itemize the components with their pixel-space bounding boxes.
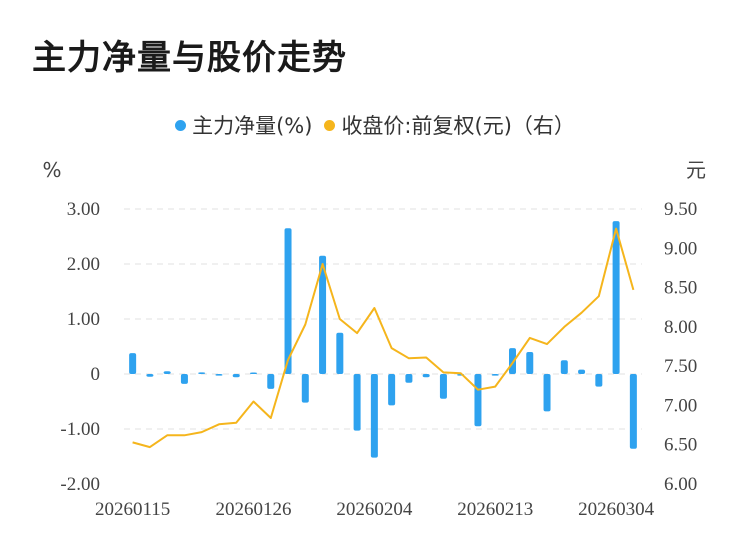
net-volume-bar (129, 353, 137, 374)
left-axis-ticks: 3.00 2.00 1.00 0 -1.00 -2.00 (60, 199, 100, 495)
right-tick-label: 7.00 (664, 395, 697, 416)
net-volume-bar (560, 360, 568, 374)
net-volume-bar (439, 374, 447, 399)
net-volume-bar (146, 374, 154, 377)
left-tick-label: 0 (91, 364, 101, 385)
net-volume-bar (267, 374, 275, 389)
net-volume-bar (232, 374, 240, 378)
left-tick-label: 2.00 (67, 254, 100, 275)
net-volume-bar (595, 374, 603, 387)
close-price-line (132, 227, 635, 449)
x-tick-label: 20260304 (578, 499, 655, 520)
net-volume-bar (370, 374, 378, 458)
net-volume-bar (163, 371, 171, 374)
left-tick-label: 1.00 (67, 309, 100, 330)
net-volume-bar (491, 374, 499, 376)
net-volume-bar (388, 374, 396, 406)
gridlines (124, 208, 642, 430)
legend-label-close-price: 收盘价:前复权(元)（右） (341, 114, 575, 138)
net-volume-bar (284, 228, 292, 374)
net-volume-bar (612, 221, 620, 374)
legend-item-net-volume[interactable]: 主力净量(%) (175, 110, 312, 140)
legend-label-net-volume: 主力净量(%) (192, 114, 313, 138)
right-tick-label: 6.00 (664, 474, 697, 495)
net-volume-bar (474, 374, 482, 427)
net-volume-bar (336, 332, 344, 374)
right-tick-label: 7.50 (664, 356, 697, 377)
net-volume-bar (353, 374, 361, 431)
net-volume-bars (129, 221, 637, 458)
net-volume-bar (250, 372, 257, 374)
chart-legend: 主力净量(%) 收盘价:前复权(元)（右） (0, 110, 750, 140)
net-volume-bar (198, 372, 206, 374)
chart-title: 主力净量与股价走势 (32, 38, 347, 78)
right-tick-label: 8.50 (664, 278, 697, 299)
net-volume-bar (301, 374, 309, 403)
right-tick-label: 9.00 (664, 238, 697, 259)
net-volume-bar (405, 374, 413, 383)
x-tick-label: 20260115 (95, 499, 170, 520)
net-volume-bar (543, 374, 551, 412)
net-volume-bar (215, 374, 223, 376)
right-tick-label: 8.00 (664, 317, 697, 338)
right-tick-label: 6.50 (664, 435, 697, 456)
close-price-line-group (132, 227, 635, 449)
net-volume-bar (629, 374, 637, 449)
net-volume-bar (319, 255, 327, 374)
left-tick-label: -1.00 (60, 419, 100, 440)
net-volume-bar (180, 374, 188, 384)
left-axis-unit: % (42, 158, 61, 182)
x-tick-label: 20260126 (216, 499, 292, 520)
right-axis-ticks: 9.50 9.00 8.50 8.00 7.50 7.00 6.50 6.00 (664, 199, 697, 495)
net-volume-bar (422, 374, 430, 378)
x-tick-label: 20260213 (457, 499, 533, 520)
net-volume-bar (526, 352, 534, 374)
net-volume-bar (509, 348, 516, 374)
legend-item-close-price[interactable]: 收盘价:前复权(元)（右） (324, 110, 575, 140)
right-tick-label: 9.50 (664, 199, 697, 220)
right-axis-unit: 元 (686, 158, 706, 182)
left-tick-label: -2.00 (60, 474, 100, 495)
left-tick-label: 3.00 (67, 199, 100, 220)
legend-marker-line (324, 119, 336, 131)
x-tick-label: 20260204 (336, 499, 413, 520)
legend-marker-bar (175, 119, 187, 131)
net-volume-bar (578, 369, 586, 374)
x-axis-ticks: 20260115 20260126 20260204 20260213 20260304 (95, 499, 655, 520)
